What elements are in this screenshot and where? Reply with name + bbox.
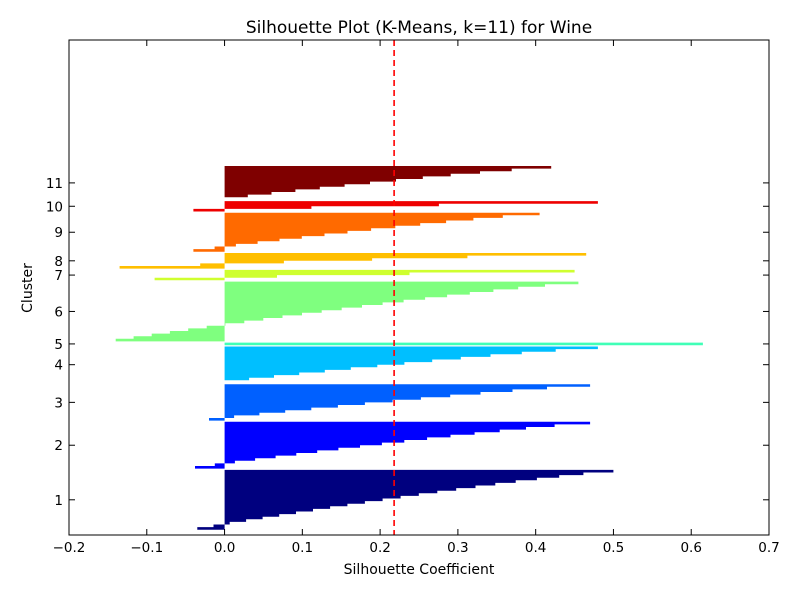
silhouette-bars	[115, 166, 703, 530]
y-tick-label: 11	[46, 176, 63, 192]
y-tick-label: 8	[54, 254, 63, 270]
y-tick-label: 1	[54, 493, 63, 509]
y-tick-label: 2	[54, 438, 63, 454]
x-tick-label: 0.4	[525, 540, 546, 556]
y-tick-label: 5	[54, 337, 63, 353]
x-tick-label: 0.5	[603, 540, 624, 556]
x-tick-label: 0.7	[758, 540, 779, 556]
x-tick-label: 0.6	[680, 540, 701, 556]
silhouette-bar-cluster-1	[197, 469, 614, 530]
x-axis-ticks: −0.2 −0.1 0.0 0.1 0.2 0.3 0.4 0.5 0.6 0.7	[53, 40, 780, 556]
y-tick-label: 3	[54, 395, 63, 411]
x-tick-label: 0.0	[214, 540, 235, 556]
silhouette-bar-cluster-9	[193, 212, 540, 252]
x-tick-label: 0.2	[369, 540, 390, 556]
chart-title: Silhouette Plot (K-Means, k=11) for Wine	[246, 18, 592, 38]
silhouette-bar-cluster-8	[119, 253, 587, 269]
x-tick-label: −0.1	[130, 540, 163, 556]
silhouette-bar-cluster-2	[195, 421, 591, 469]
x-tick-label: 0.1	[292, 540, 313, 556]
y-tick-label: 6	[54, 304, 63, 320]
y-tick-label: 10	[46, 199, 63, 215]
y-axis-ticks: 1 2 3 4 5 6 78 9 10 11	[46, 176, 769, 509]
silhouette-bar-cluster-6	[115, 281, 579, 342]
y-tick-label: 9	[54, 225, 63, 241]
plot-frame	[68, 39, 770, 536]
y-tick-label: 4	[54, 358, 63, 374]
silhouette-bar-cluster-3	[209, 384, 591, 421]
x-axis-label: Silhouette Coefficient	[344, 562, 495, 578]
y-tick-label: 7	[54, 268, 63, 284]
silhouette-bar-cluster-10	[193, 201, 598, 212]
y-axis-label: Cluster	[20, 263, 36, 313]
x-tick-label: 0.3	[447, 540, 468, 556]
silhouette-bar-cluster-5	[224, 342, 703, 346]
silhouette-bar-cluster-7	[154, 269, 575, 281]
silhouette-bar-cluster-4	[224, 346, 598, 383]
silhouette-bar-cluster-11	[224, 166, 552, 200]
x-tick-label: −0.2	[53, 540, 86, 556]
